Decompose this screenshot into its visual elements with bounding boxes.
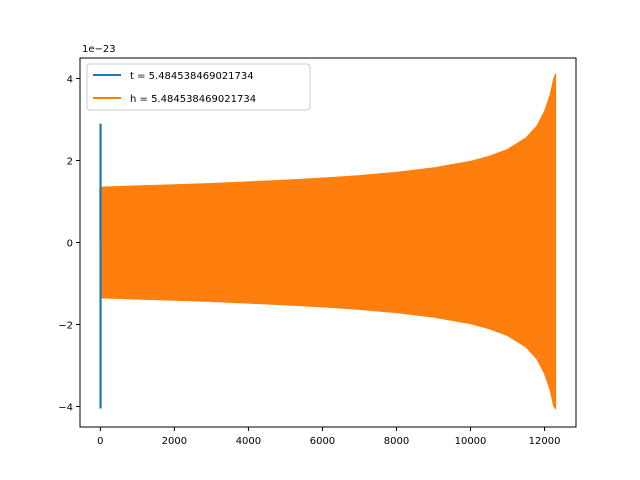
plot-series-group bbox=[99, 73, 557, 410]
y-tick-label: −4 bbox=[58, 403, 73, 414]
y-tick-label: 2 bbox=[67, 157, 73, 168]
x-tick-label: 8000 bbox=[384, 436, 409, 447]
x-tick-label: 0 bbox=[97, 436, 103, 447]
legend: t = 5.484538469021734 h = 5.484538469021… bbox=[86, 63, 311, 111]
x-tick-label: 4000 bbox=[236, 436, 261, 447]
y-axis-offset-label: 1e−23 bbox=[82, 44, 116, 55]
y-tick-label: 4 bbox=[67, 75, 73, 86]
legend-box bbox=[86, 63, 311, 111]
legend-label-t: t = 5.484538469021734 bbox=[130, 71, 254, 82]
series-h-envelope bbox=[99, 73, 557, 410]
y-tick-label: 0 bbox=[67, 239, 73, 250]
x-tick-label: 10000 bbox=[455, 436, 487, 447]
legend-label-h: h = 5.484538469021734 bbox=[130, 94, 256, 105]
x-axis-ticks: 0 2000 4000 6000 8000 10000 12000 bbox=[97, 427, 560, 447]
x-tick-label: 6000 bbox=[310, 436, 335, 447]
x-tick-label: 2000 bbox=[162, 436, 187, 447]
y-axis-ticks: −4 −2 0 2 4 bbox=[58, 75, 80, 414]
y-tick-label: −2 bbox=[58, 321, 73, 332]
x-tick-label: 12000 bbox=[529, 436, 561, 447]
